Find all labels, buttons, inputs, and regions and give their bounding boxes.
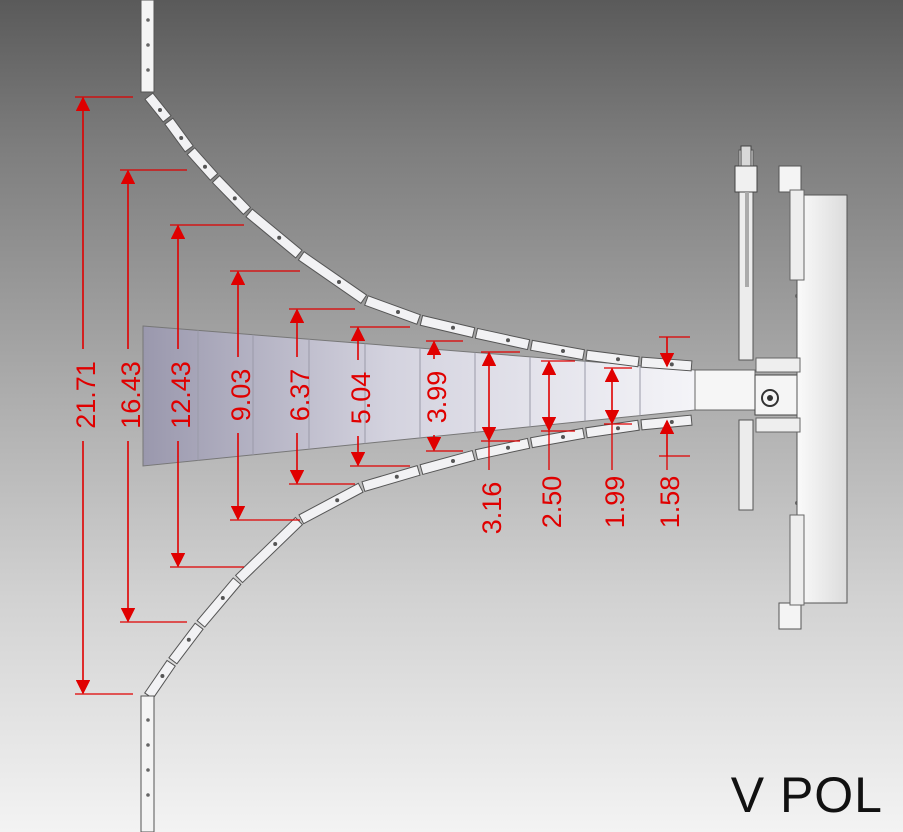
- bolt-hole: [273, 542, 278, 546]
- flare-plate-segment: [585, 349, 640, 368]
- dimension-11: 1.58: [655, 336, 690, 529]
- bolt-hole: [669, 362, 674, 367]
- flare-plate-segment: [419, 449, 476, 476]
- dimension-label: 1.58: [655, 476, 685, 529]
- bolt-hole: [506, 338, 510, 343]
- bolt-hole: [506, 445, 510, 450]
- bolt-hole: [337, 280, 341, 284]
- dimension-label: 3.16: [477, 482, 507, 535]
- bolt-hole: [179, 136, 184, 140]
- dimension-8: 3.16: [477, 351, 520, 535]
- feed-assembly: [734, 145, 848, 630]
- bolt-hole: [220, 596, 225, 600]
- bolt-hole: [160, 674, 165, 678]
- dimension-label: 21.71: [71, 361, 101, 429]
- flare-plate-segment: [168, 622, 204, 665]
- bolt-hole: [451, 325, 455, 330]
- bolt-hole: [335, 498, 340, 503]
- polarization-label: V POL: [730, 767, 883, 823]
- bolt-hole: [232, 196, 237, 201]
- bolt-hole: [158, 108, 162, 112]
- dimension-6: 5.04: [346, 326, 410, 467]
- dimension-10: 1.99: [600, 367, 632, 529]
- upper-flare-plates: [144, 92, 693, 372]
- flare-plate-segment: [164, 117, 194, 153]
- dimension-label: 9.03: [226, 369, 256, 422]
- flare-plate-segment: [474, 327, 531, 351]
- bolt-hole: [277, 235, 282, 240]
- flare-plate-segment: [529, 427, 586, 449]
- bolt-hole: [396, 310, 400, 314]
- flare-plate-segment: [297, 251, 368, 304]
- flare-plate-segment: [186, 147, 219, 181]
- bolt-hole: [669, 420, 674, 424]
- flare-plate-segment: [298, 482, 364, 525]
- bolt-hole: [186, 637, 191, 642]
- bolt-hole: [616, 357, 620, 362]
- flare-plate-segment: [211, 174, 252, 216]
- dimension-5: 6.37: [285, 308, 355, 485]
- dimension-label: 2.50: [537, 476, 567, 529]
- bolt-hole: [203, 164, 207, 169]
- bolt-hole: [561, 349, 565, 353]
- flare-plate-segment: [196, 577, 242, 628]
- dimension-1: 21.71: [71, 96, 133, 695]
- dimension-label: 12.43: [166, 361, 196, 429]
- flare-plate-segment: [245, 208, 303, 259]
- dimension-4: 9.03: [226, 270, 300, 521]
- dimension-label: 3.99: [422, 371, 452, 424]
- bolt-hole: [561, 435, 565, 439]
- flare-plate-segment: [419, 314, 476, 339]
- flare-plate-segment: [234, 516, 304, 584]
- dimension-9: 2.50: [537, 360, 575, 529]
- flare-plate-segment: [144, 92, 172, 123]
- dimension-label: 6.37: [285, 369, 315, 422]
- flare-plate-segment: [529, 339, 586, 361]
- bolt-hole: [451, 459, 455, 463]
- flare-plate-segment: [361, 465, 421, 492]
- dimension-3: 12.43: [166, 224, 244, 568]
- bolt-hole: [394, 474, 399, 479]
- dimension-annotations: 21.71 16.43 12.43 9.03 6.37 5.04 3.99 3.16 2.50 1…: [71, 96, 690, 695]
- dimension-2: 16.43: [116, 169, 187, 623]
- dimension-label: 1.99: [600, 476, 630, 529]
- bolt-hole: [616, 426, 620, 431]
- flare-plate-segment: [364, 295, 421, 325]
- dimension-label: 5.04: [346, 372, 376, 425]
- dimension-7: 3.99: [422, 340, 463, 452]
- dimension-label: 16.43: [116, 361, 146, 429]
- flare-plate-segment: [144, 659, 176, 700]
